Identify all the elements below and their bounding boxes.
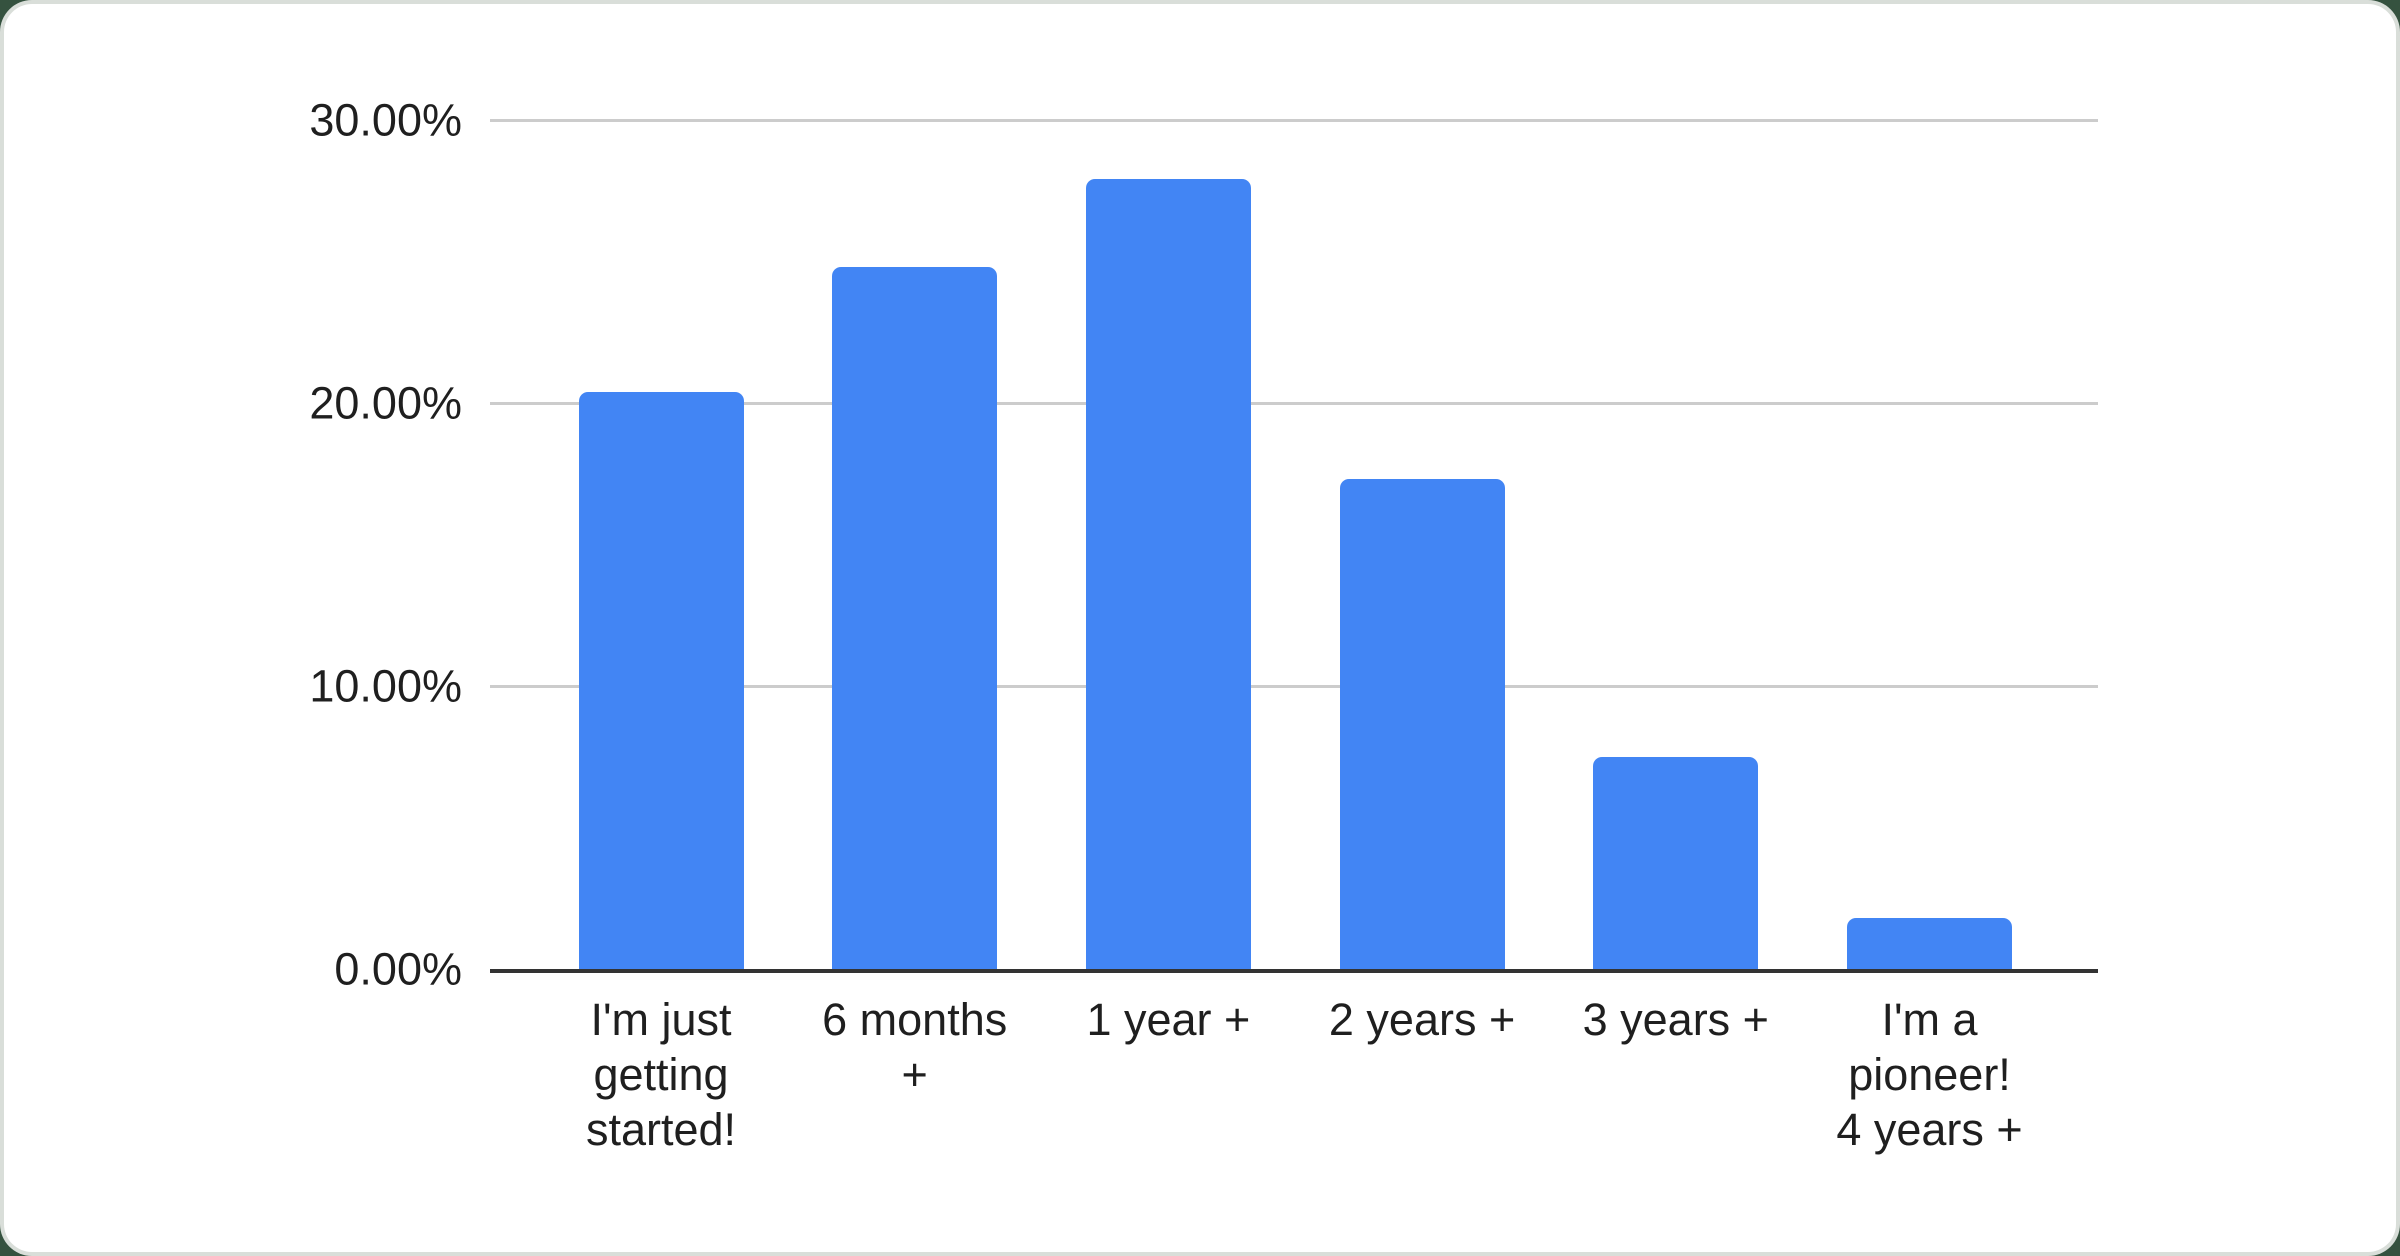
bar-4[interactable] <box>1339 479 1505 969</box>
x-axis-label-line: I'm just <box>590 994 732 1045</box>
y-axis-tick-label: 30.00% <box>309 94 462 146</box>
x-axis-label-line: I'm a <box>1881 994 1978 1045</box>
x-axis-label-line: 3 years + <box>1582 994 1769 1045</box>
x-axis-label-line: + <box>901 1049 928 1100</box>
bar-chart-plot-area: 0.00% 10.00% 20.00% 30.00% I'm just getting st… <box>4 4 2396 1252</box>
gridline-20pct <box>490 401 2098 405</box>
x-axis-label-line: 1 year + <box>1086 994 1251 1045</box>
y-axis-tick-label: 20.00% <box>309 377 462 429</box>
bar-5[interactable] <box>1593 756 1759 969</box>
x-axis-line <box>490 969 2098 973</box>
x-axis-label-line: getting <box>593 1049 729 1100</box>
x-axis-category-label: 3 years + <box>1526 992 1826 1047</box>
x-axis-category-label: 1 year + <box>1018 992 1318 1047</box>
y-axis-tick-label: 10.00% <box>309 660 462 712</box>
y-axis-tick-label: 0.00% <box>334 943 462 995</box>
x-axis-label-line: 6 months <box>822 994 1008 1045</box>
x-axis-label-line: 4 years + <box>1836 1104 2023 1155</box>
x-axis-label-line: started! <box>585 1104 737 1155</box>
x-axis-category-label: 2 years + <box>1272 992 1572 1047</box>
chart-card: 0.00% 10.00% 20.00% 30.00% I'm just getting st… <box>4 4 2396 1252</box>
gridline-10pct <box>490 684 2098 688</box>
bar-1[interactable] <box>578 391 744 969</box>
x-axis-category-label: I'm just getting started! <box>511 992 811 1157</box>
x-axis-label-line: 2 years + <box>1328 994 1516 1045</box>
bar-3[interactable] <box>1085 179 1251 969</box>
bar-6[interactable] <box>1847 918 2012 969</box>
x-axis-label-line: pioneer! <box>1848 1049 2011 1100</box>
gridline-30pct <box>490 118 2098 122</box>
bar-2[interactable] <box>832 267 998 969</box>
x-axis-category-label: 6 months + <box>765 992 1065 1102</box>
x-axis-category-label: I'm a pioneer! 4 years + <box>1780 992 2080 1157</box>
